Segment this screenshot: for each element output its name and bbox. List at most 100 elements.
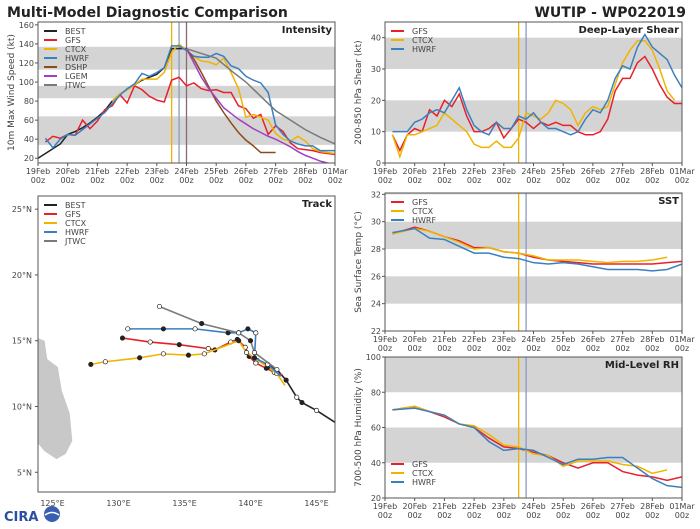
track-line-jtwc <box>159 305 277 369</box>
track-point-jtwc <box>236 330 242 336</box>
legend-label-hwrf: HWRF <box>412 216 436 225</box>
x-tick-label: 27Feb <box>610 167 634 176</box>
x-tick-label: 21Feb <box>432 335 456 344</box>
legend-label-best: BEST <box>65 27 86 36</box>
x-tick-label: 00z <box>408 176 422 185</box>
y-axis-label: 10m Max Wind Speed (kt) <box>7 34 17 151</box>
track-point-ctcx <box>88 361 94 367</box>
track-point-ctcx <box>201 351 207 357</box>
track-point-best <box>294 394 300 400</box>
track-point-gfs <box>147 339 153 345</box>
track-point-best <box>313 407 320 413</box>
x-tick-label: 25Feb <box>204 167 228 176</box>
legend-label-hwrf: HWRF <box>412 45 436 54</box>
y-tick-label: 100 <box>366 353 381 362</box>
y-tick-label: 160 <box>19 21 34 30</box>
y-tick-label: 30 <box>371 218 381 227</box>
shaded-band <box>385 276 682 304</box>
legend-label-jtwc: JTWC <box>64 237 86 246</box>
x-tick-label: 145°E <box>304 499 328 508</box>
x-tick-label: 00z <box>120 176 134 185</box>
x-tick-label: 26Feb <box>581 167 605 176</box>
shaded-band <box>385 221 682 250</box>
x-tick-label: 00z <box>556 511 570 520</box>
track-point-hwrf <box>253 330 259 336</box>
x-tick-label: 28Feb <box>640 167 664 176</box>
track-point-hwrf <box>245 326 251 332</box>
y-tick-label: 40 <box>371 34 381 43</box>
track-point-ctcx <box>137 355 143 361</box>
y-tick-label: 120 <box>19 59 34 68</box>
x-tick-label: 19Feb <box>373 502 397 511</box>
x-tick-label: 24Feb <box>521 335 545 344</box>
series-line-hwrf <box>392 407 682 489</box>
x-tick-label: 23Feb <box>492 335 516 344</box>
x-tick-label: 01Mar <box>322 167 348 176</box>
y-axis-label: 200-850 hPa Shear (kt) <box>354 40 364 144</box>
y-tick-label: 24 <box>371 300 381 309</box>
panel-title: Intensity <box>282 25 333 36</box>
panel-intensity: 2040608010012014016019Feb00z20Feb00z21Fe… <box>7 21 348 185</box>
x-tick-label: 135°E <box>172 499 196 508</box>
x-tick-label: 00z <box>467 176 481 185</box>
legend-label-ctcx: CTCX <box>412 469 434 478</box>
x-tick-label: 00z <box>526 511 540 520</box>
panel-title: Deep-Layer Shear <box>579 25 680 36</box>
y-tick-label: 30 <box>371 65 381 74</box>
x-tick-label: 00z <box>615 176 629 185</box>
legend-label-hwrf: HWRF <box>65 228 89 237</box>
legend-label-ctcx: CTCX <box>65 45 87 54</box>
plot-area <box>385 193 682 331</box>
x-tick-label: 27Feb <box>610 335 634 344</box>
x-tick-label: 00z <box>645 176 659 185</box>
x-tick-label: 00z <box>150 176 164 185</box>
storm-id: WUTIP - WP022019 <box>534 5 686 21</box>
track-point-best <box>283 377 289 383</box>
y-tick-label: 80 <box>24 97 34 106</box>
x-tick-label: 00z <box>526 344 540 353</box>
series-line-ctcx <box>391 40 676 160</box>
track-point-gfs <box>176 342 182 348</box>
x-tick-label: 20Feb <box>56 167 80 176</box>
x-tick-label: 00z <box>497 176 511 185</box>
x-tick-label: 00z <box>586 344 600 353</box>
track-point-jtwc <box>156 303 162 310</box>
y-tick-label: 26 <box>371 272 381 281</box>
legend-label-ctcx: CTCX <box>412 36 434 45</box>
track-line-hwrf <box>127 327 282 377</box>
y-tick-label: 80 <box>371 388 381 397</box>
x-tick-label: 00z <box>328 176 342 185</box>
x-tick-label: 20Feb <box>403 167 427 176</box>
legend-label-gfs: GFS <box>65 210 81 219</box>
figure-title: Multi-Model Diagnostic Comparison <box>7 5 288 21</box>
legend-label-hwrf: HWRF <box>65 54 89 63</box>
x-tick-label: 28Feb <box>640 335 664 344</box>
x-tick-label: 20Feb <box>403 502 427 511</box>
x-tick-label: 25Feb <box>551 167 575 176</box>
track-point-ctcx <box>102 359 108 365</box>
plot-frame <box>37 195 336 493</box>
plot-area <box>38 22 335 163</box>
x-tick-label: 00z <box>586 176 600 185</box>
shaded-band <box>385 193 682 195</box>
y-tick-label: 32 <box>371 190 381 199</box>
y-tick-label: 60 <box>371 424 381 433</box>
series-line-hwrf <box>392 227 682 272</box>
x-tick-label: 00z <box>437 344 451 353</box>
x-tick-label: 00z <box>675 511 689 520</box>
x-tick-label: 28Feb <box>640 502 664 511</box>
panel-track: 5°N 10°N 15°N 20°N 25°N 125°E 130°E 135°E 140°E 1… <box>12 195 336 508</box>
track-point-hwrf <box>192 326 198 332</box>
x-tick-label: 00z <box>526 176 540 185</box>
x-tick-label: 27Feb <box>610 502 634 511</box>
y-axis-label: Sea Surface Temp (°C) <box>354 211 364 312</box>
x-tick-label: 23Feb <box>145 167 169 176</box>
track-point-gfs <box>253 360 259 366</box>
x-tick-label: 00z <box>378 511 392 520</box>
track-point-best <box>299 399 305 406</box>
y-tick-label: 10°N <box>12 402 32 411</box>
x-tick-label: 01Mar <box>669 167 695 176</box>
x-tick-label: 00z <box>378 344 392 353</box>
track-point-hwrf <box>251 355 258 361</box>
